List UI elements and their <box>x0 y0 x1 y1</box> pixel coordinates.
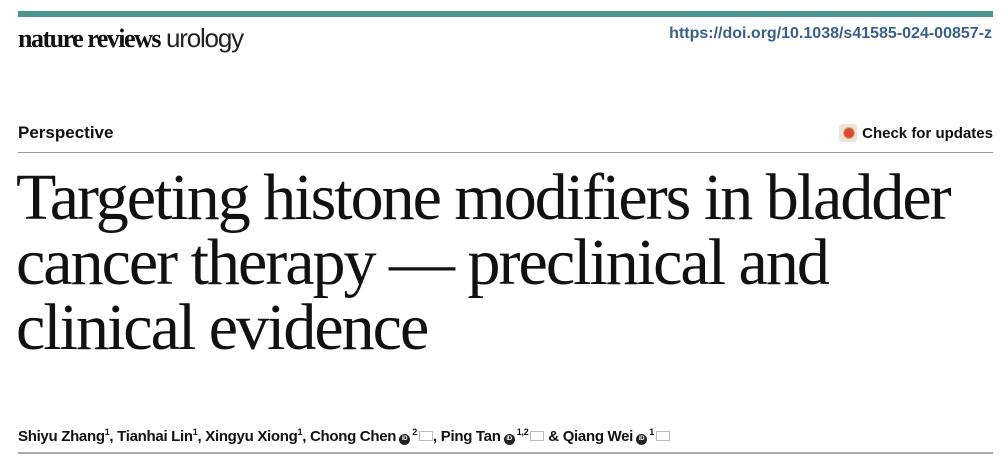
orcid-icon[interactable]: iD <box>636 434 648 445</box>
article-title: Targeting histone modifiers in bladder c… <box>16 161 952 364</box>
crossmark-icon <box>839 124 858 142</box>
affiliation-marker: 2 <box>410 427 418 437</box>
divider <box>18 452 993 454</box>
affiliation-marker: 1 <box>297 427 303 437</box>
doi-link[interactable]: https://doi.org/10.1038/s41585-024-00857… <box>669 25 992 42</box>
author-name[interactable]: Qiang Wei <box>562 428 634 445</box>
author-separator: , <box>197 428 206 445</box>
author-separator: , <box>109 428 118 445</box>
affiliation-marker: 1,2 <box>514 427 529 437</box>
author-name[interactable]: Chong Chen <box>309 428 397 445</box>
orcid-icon[interactable]: iD <box>399 434 411 445</box>
author-name[interactable]: Tianhai Lin <box>117 428 193 445</box>
journal-color-bar <box>18 11 993 17</box>
affiliation-marker: 1 <box>647 427 654 437</box>
email-icon[interactable] <box>530 431 545 441</box>
email-icon[interactable] <box>655 431 670 441</box>
author-list: Shiyu Zhang1, Tianhai Lin1, Xingyu Xiong… <box>18 427 670 445</box>
divider <box>18 152 993 153</box>
author-name[interactable]: Xingyu Xiong <box>205 428 298 445</box>
article-type: Perspective <box>18 123 114 142</box>
author-name[interactable]: Ping Tan <box>440 428 501 445</box>
check-for-updates-button[interactable]: Check for updates <box>839 124 993 142</box>
author-separator: , <box>433 428 441 445</box>
affiliation-marker: 1 <box>192 427 198 437</box>
journal-name-light: urology <box>166 23 244 53</box>
author-separator: & <box>544 428 563 445</box>
orcid-icon[interactable]: iD <box>503 434 515 445</box>
journal-logo[interactable]: nature reviews urology <box>18 22 244 55</box>
author-separator: , <box>302 428 310 445</box>
email-icon[interactable] <box>419 431 434 441</box>
check-for-updates-label: Check for updates <box>862 124 993 142</box>
journal-name-bold: nature reviews <box>18 24 161 53</box>
affiliation-marker: 1 <box>104 427 110 437</box>
author-name[interactable]: Shiyu Zhang <box>18 428 105 445</box>
